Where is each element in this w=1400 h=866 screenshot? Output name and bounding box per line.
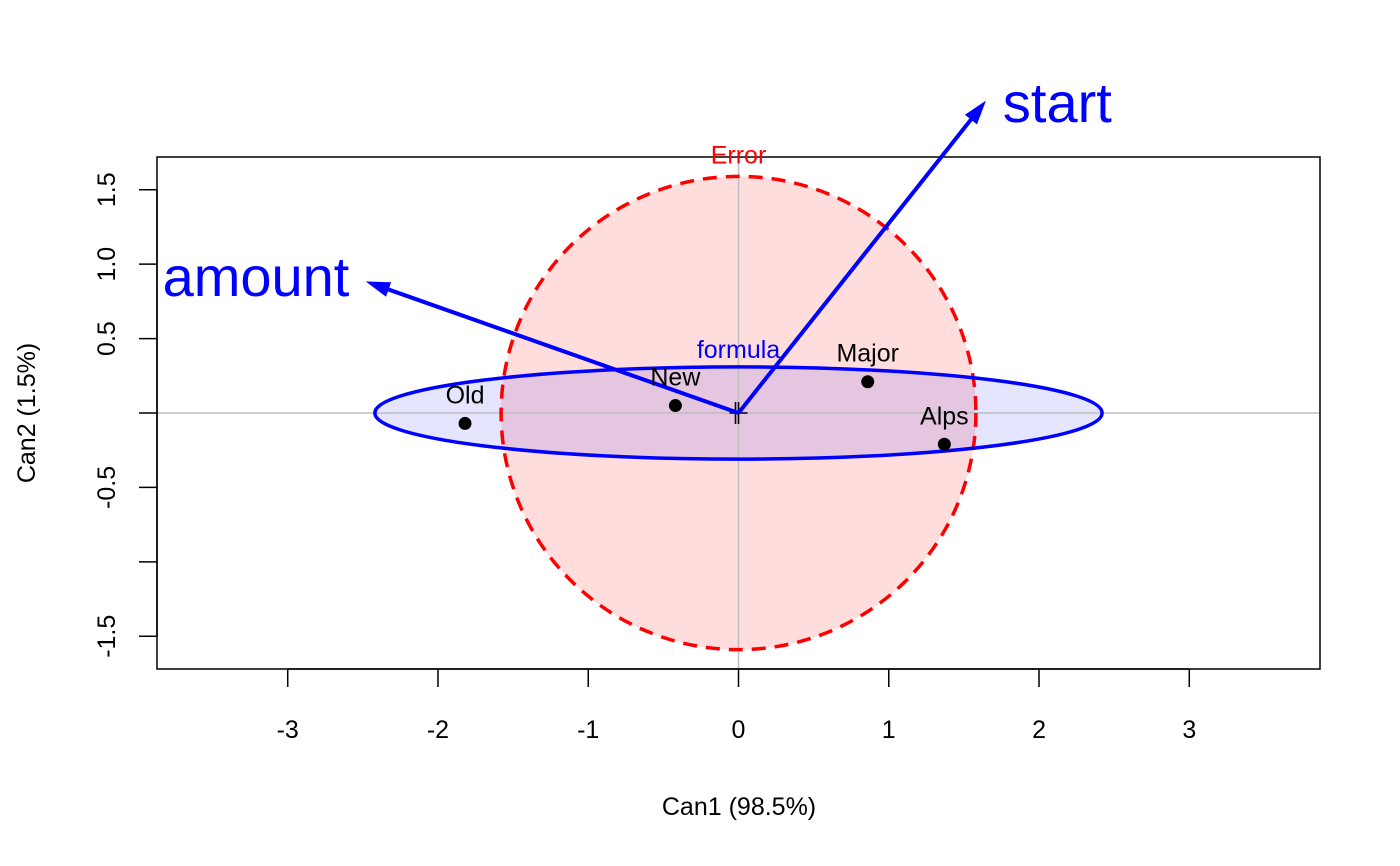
x-tick-label: 2	[1032, 716, 1046, 744]
y-tick-label: 0.5	[93, 321, 121, 356]
point-old	[458, 416, 472, 430]
point-layer	[458, 375, 951, 451]
label-layer: Error formula amount start Old New Major Alps	[163, 71, 1113, 430]
vector-start	[736, 116, 975, 415]
point-label-old: Old	[446, 381, 485, 409]
x-tick-label: 1	[882, 716, 896, 744]
vector-layer	[365, 100, 986, 424]
vector-head-start	[964, 100, 986, 125]
y-tick-label: -1.5	[93, 615, 121, 658]
x-tick-label: -3	[277, 716, 299, 744]
x-axis: -3 -2 -1 0 1 2 3	[277, 668, 1196, 744]
x-tick-label: 0	[732, 716, 746, 744]
point-major	[861, 375, 875, 389]
vector-label-amount: amount	[163, 245, 350, 308]
x-tick-label: -1	[577, 716, 599, 744]
y-tick-label: 1.5	[93, 172, 121, 207]
y-axis: -1.5 -0.5 0.5 1.0 1.5	[93, 172, 158, 658]
x-tick-label: -2	[427, 716, 449, 744]
y-tick-label: -0.5	[93, 466, 121, 509]
point-label-alps: Alps	[920, 402, 969, 430]
ellipse-outline-formula	[373, 365, 1104, 461]
x-axis-title: Can1 (98.5%)	[662, 793, 816, 821]
point-new	[668, 399, 682, 413]
ellipse-label-formula: formula	[697, 336, 780, 364]
ellipse-outline-error	[499, 174, 978, 652]
point-alps	[937, 437, 951, 451]
x-tick-label: 3	[1182, 716, 1196, 744]
y-tick-label: 1.0	[93, 247, 121, 282]
vector-label-start: start	[1003, 71, 1112, 134]
ellipse-outlines	[373, 174, 1104, 652]
y-axis-title: Can2 (1.5%)	[13, 343, 41, 483]
ellipse-label-error: Error	[711, 141, 767, 169]
point-label-new: New	[650, 364, 701, 392]
vector-head-amount	[365, 281, 392, 297]
vector-amount	[385, 286, 740, 415]
point-label-major: Major	[836, 340, 899, 368]
